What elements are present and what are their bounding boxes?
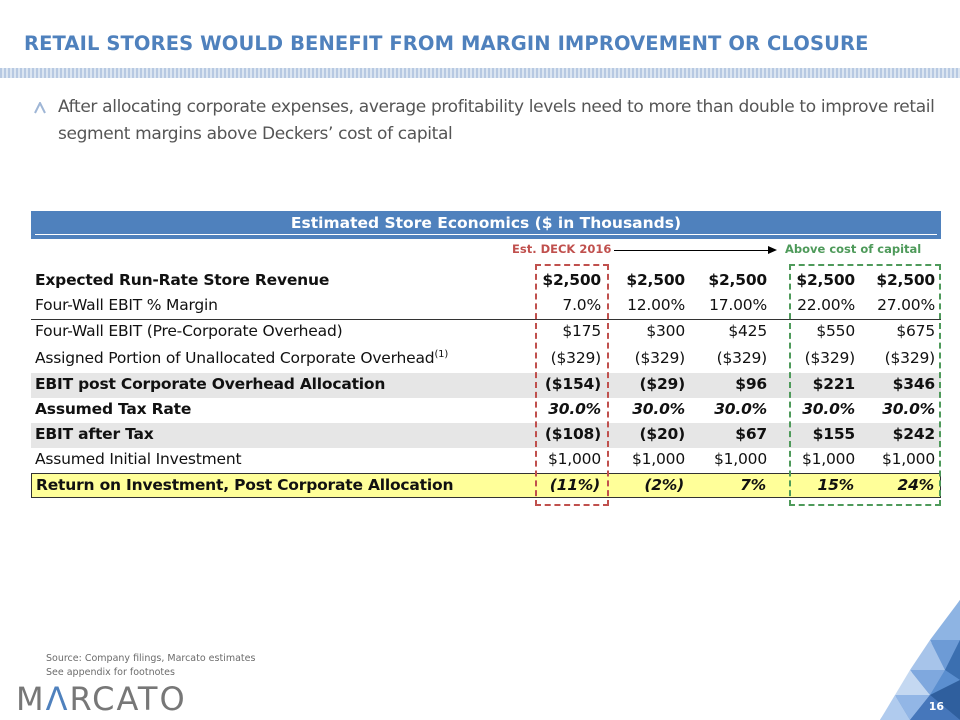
row-label: Expected Run-Rate Store Revenue [35,271,330,289]
cell: ($329) [804,349,856,367]
cell: 30.0% [714,400,767,418]
table-row-investment: Assumed Initial Investment $1,000 $1,000… [31,448,941,473]
cell: $221 [812,375,856,393]
row-label: EBIT post Corporate Overhead Allocation [35,375,386,393]
cell: $300 [646,322,685,340]
cell: $96 [735,375,767,393]
logo-part: RCATO [69,680,187,718]
cell: $425 [728,322,767,340]
cell: $67 [735,425,767,443]
cell: 30.0% [882,400,935,418]
cell: ($329) [716,349,768,367]
cell: $1,000 [631,450,685,468]
row-label: EBIT after Tax [35,425,154,443]
cell: ($329) [884,349,936,367]
cell: $550 [816,322,855,340]
table-row-four-wall-ebit: Four-Wall EBIT (Pre-Corporate Overhead) … [31,319,941,345]
table-header: Estimated Store Economics ($ in Thousand… [31,211,941,239]
row-label: Assumed Tax Rate [35,400,192,418]
cell: $2,500 [796,271,855,289]
row-label: Four-Wall EBIT (Pre-Corporate Overhead) [35,322,343,340]
cell: $242 [892,425,936,443]
table-row-tax-rate: Assumed Tax Rate 30.0% 30.0% 30.0% 30.0%… [31,398,941,423]
table-row-margin: Four-Wall EBIT % Margin 7.0% 12.00% 17.0… [31,294,941,319]
footnote-marker: (1) [434,349,449,360]
above-cost-highlight-box [789,264,941,506]
marcato-logo: MΛRCATO [16,680,187,718]
cell: $675 [896,322,935,340]
cell: 7.0% [562,296,601,314]
table-header-text: Estimated Store Economics ($ in Thousand… [290,214,682,232]
source-note: Source: Company filings, Marcato estimat… [46,652,255,680]
table-row-overhead: Assigned Portion of Unallocated Corporat… [31,345,941,373]
cell: $1,000 [547,450,601,468]
cell: 22.00% [797,296,855,314]
cell: $1,000 [713,450,767,468]
cell: ($329) [634,349,686,367]
cell: 30.0% [802,400,855,418]
cell: $2,500 [542,271,601,289]
above-cost-label: Above cost of capital [785,242,922,256]
corner-triangles-decoration [880,600,960,720]
row-label: Four-Wall EBIT % Margin [35,296,218,314]
row-label-text: Assigned Portion of Unallocated Corporat… [35,349,435,367]
cell: ($329) [550,349,602,367]
cell: (2%) [644,476,684,494]
row-label: Return on Investment, Post Corporate All… [36,476,454,494]
cell: $175 [562,322,601,340]
bullet-text: After allocating corporate expenses, ave… [58,97,935,144]
cell: $1,000 [881,450,935,468]
cell: 7% [740,476,766,494]
cell: 30.0% [548,400,601,418]
cell: $2,500 [708,271,767,289]
cell: 24% [897,476,934,494]
table-row-revenue: Expected Run-Rate Store Revenue $2,500 $… [31,269,941,294]
logo-part: M [16,680,46,718]
cell: ($154) [544,375,601,393]
cell: $346 [892,375,936,393]
cell: 15% [817,476,854,494]
arrow-line [614,250,770,251]
cell: 27.00% [877,296,935,314]
bullet-chevron-icon [34,102,46,114]
cell: 30.0% [632,400,685,418]
arrow-right-icon [768,246,777,254]
cell: (11%) [549,476,600,494]
row-label: Assumed Initial Investment [35,450,242,468]
cell: ($29) [639,375,685,393]
cell: 12.00% [627,296,685,314]
row-label: Assigned Portion of Unallocated Corporat… [35,349,448,367]
store-economics-table: Expected Run-Rate Store Revenue $2,500 $… [31,269,941,498]
title-rule [0,68,960,78]
est-deck-label: Est. DECK 2016 [512,242,612,256]
slide-title: RETAIL STORES WOULD BENEFIT FROM MARGIN … [24,32,869,55]
cell: $1,000 [801,450,855,468]
cell: ($108) [544,425,601,443]
logo-accent: Λ [45,680,70,718]
source-line: Source: Company filings, Marcato estimat… [46,653,256,664]
cell: 17.00% [709,296,767,314]
cell: $2,500 [876,271,935,289]
page-number: 16 [928,700,944,713]
cell: ($20) [639,425,685,443]
cell: $155 [812,425,856,443]
cell: $2,500 [626,271,685,289]
footnote-line: See appendix for footnotes [46,667,175,678]
table-header-rule [35,234,937,235]
est-deck-highlight-box [535,264,609,506]
